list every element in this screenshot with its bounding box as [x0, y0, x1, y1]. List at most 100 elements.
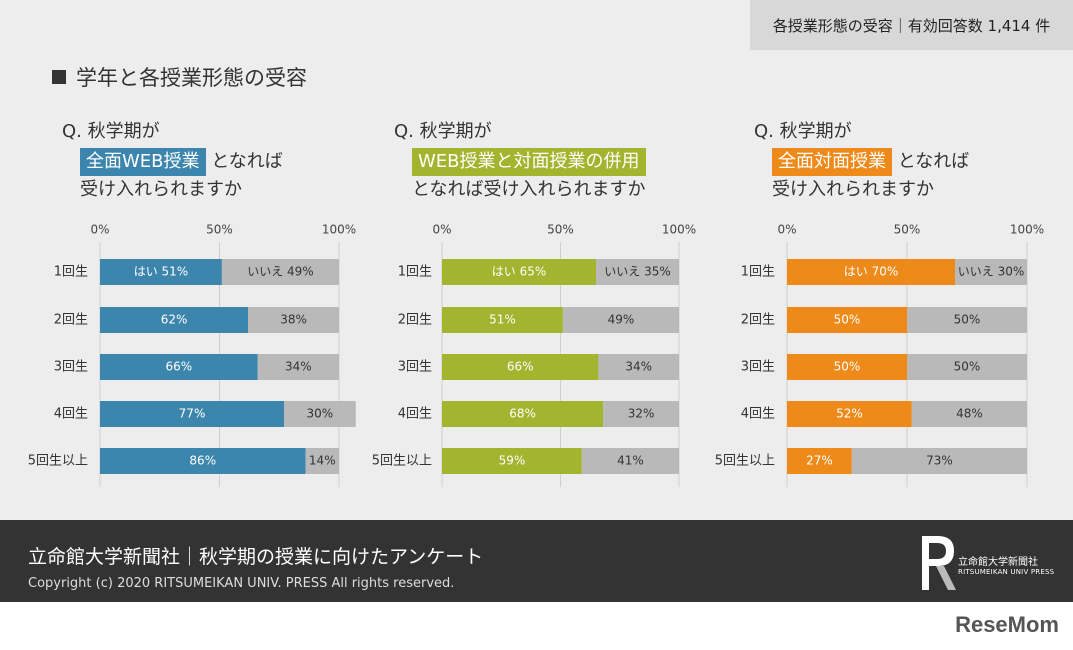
bar-yes	[100, 354, 258, 380]
data-label-yes: はい 70%	[844, 265, 899, 279]
x-tick-label: 100%	[322, 223, 356, 237]
data-label-yes: 68%	[509, 407, 536, 421]
bar-yes	[100, 448, 306, 474]
data-label-no: 73%	[926, 454, 953, 468]
data-label-yes: はい 65%	[492, 265, 547, 279]
bar-yes	[787, 401, 912, 427]
highlight-web: 全面WEB授業	[80, 148, 206, 176]
category-label: 3回生	[398, 360, 432, 375]
x-tick-label: 0%	[432, 223, 451, 237]
bar-no	[598, 354, 679, 380]
x-tick-label: 0%	[90, 223, 109, 237]
bar-yes	[787, 307, 907, 333]
category-label: 3回生	[741, 360, 775, 375]
bar-yes	[442, 448, 582, 474]
data-label-no: 50%	[954, 313, 981, 327]
x-tick-label: 50%	[894, 223, 921, 237]
question-web: Q. 秋学期が 全面WEB授業 となれば 受け入れられますか	[58, 118, 283, 204]
category-label: 5回生以上	[372, 454, 432, 469]
copyright-text: Copyright (c) 2020 RITSUMEIKAN UNIV. PRE…	[28, 576, 455, 591]
bar-no	[596, 259, 679, 285]
question-prefix: Q. 秋学期が	[754, 121, 852, 142]
data-label-no: 34%	[285, 360, 312, 374]
data-label-yes: 52%	[836, 407, 863, 421]
bar-yes	[100, 401, 285, 427]
logo-text-jp: 立命館大学新聞社	[958, 557, 1038, 568]
data-label-yes: 66%	[166, 360, 193, 374]
data-label-yes: 62%	[161, 313, 188, 327]
bar-no	[851, 448, 1027, 474]
x-tick-label: 50%	[547, 223, 574, 237]
bar-yes	[787, 448, 852, 474]
bar-yes	[442, 259, 597, 285]
press-logo-icon	[922, 536, 956, 590]
bar-yes	[442, 354, 599, 380]
data-label-yes: 27%	[806, 454, 833, 468]
bar-no	[562, 307, 679, 333]
question-line3: となれば受け入れられますか	[412, 179, 646, 200]
category-label: 5回生以上	[715, 454, 775, 469]
bar-no	[221, 259, 339, 285]
bar-no	[284, 401, 356, 427]
data-label-yes: 66%	[507, 360, 534, 374]
data-label-no: 38%	[280, 313, 307, 327]
logo-text-en: RITSUMEIKAN UNIV PRESS	[958, 568, 1055, 576]
respondent-count-badge: 各授業形態の受容｜有効回答数 1,414 件	[750, 0, 1073, 50]
category-label: 1回生	[398, 265, 432, 280]
data-label-yes: 86%	[189, 454, 216, 468]
x-tick-label: 100%	[662, 223, 696, 237]
x-tick-label: 0%	[777, 223, 796, 237]
category-label: 2回生	[741, 313, 775, 328]
section-title: 学年と各授業形態の受容	[52, 62, 307, 92]
category-label: 5回生以上	[28, 454, 88, 469]
highlight-face: 全面対面授業	[772, 148, 892, 176]
data-label-yes: 51%	[489, 313, 516, 327]
data-label-yes: 50%	[834, 360, 861, 374]
question-suffix: となれば	[211, 151, 283, 172]
category-label: 4回生	[398, 407, 432, 422]
bar-yes	[100, 259, 222, 285]
bar-no	[581, 448, 679, 474]
x-tick-label: 100%	[1010, 223, 1044, 237]
data-label-no: 30%	[307, 407, 334, 421]
data-label-no: 32%	[628, 407, 655, 421]
category-label: 3回生	[54, 360, 88, 375]
x-tick-label: 50%	[206, 223, 233, 237]
category-label: 2回生	[54, 313, 88, 328]
category-label: 2回生	[398, 313, 432, 328]
bar-no	[305, 448, 339, 474]
bar-yes	[442, 401, 604, 427]
question-hybrid: Q. 秋学期が WEB授業と対面授業の併用 となれば受け入れられますか	[390, 118, 646, 204]
resemom-watermark: ReseMom	[955, 612, 1059, 637]
bar-yes	[787, 354, 907, 380]
bar-no	[248, 307, 339, 333]
data-label-yes: 50%	[834, 313, 861, 327]
bar-no	[603, 401, 679, 427]
footer: 立命館大学新聞社｜秋学期の授業に向けたアンケート Copyright (c) 2…	[0, 520, 1073, 602]
data-label-no: 41%	[617, 454, 644, 468]
category-label: 4回生	[54, 407, 88, 422]
bar-no	[911, 401, 1027, 427]
bar-no	[257, 354, 339, 380]
highlight-hybrid: WEB授業と対面授業の併用	[412, 148, 646, 176]
bar-no	[907, 354, 1027, 380]
data-label-yes: はい 51%	[134, 265, 189, 279]
data-label-no: 50%	[954, 360, 981, 374]
data-label-no: 34%	[625, 360, 652, 374]
bar-no	[907, 307, 1027, 333]
data-label-no: 48%	[956, 407, 983, 421]
footer-title: 立命館大学新聞社｜秋学期の授業に向けたアンケート	[28, 546, 484, 568]
question-line3: 受け入れられますか	[80, 179, 242, 200]
category-label: 1回生	[54, 265, 88, 280]
category-label: 1回生	[741, 265, 775, 280]
data-label-no: いいえ 30%	[958, 265, 1025, 279]
data-label-no: 49%	[608, 313, 635, 327]
bar-no	[955, 259, 1027, 285]
square-bullet-icon	[52, 70, 66, 84]
data-label-yes: 77%	[179, 407, 206, 421]
question-prefix: Q. 秋学期が	[394, 121, 492, 142]
data-label-yes: 59%	[499, 454, 526, 468]
bar-yes	[787, 259, 955, 285]
data-label-no: いいえ 35%	[604, 265, 671, 279]
question-face: Q. 秋学期が 全面対面授業 となれば 受け入れられますか	[750, 118, 969, 204]
